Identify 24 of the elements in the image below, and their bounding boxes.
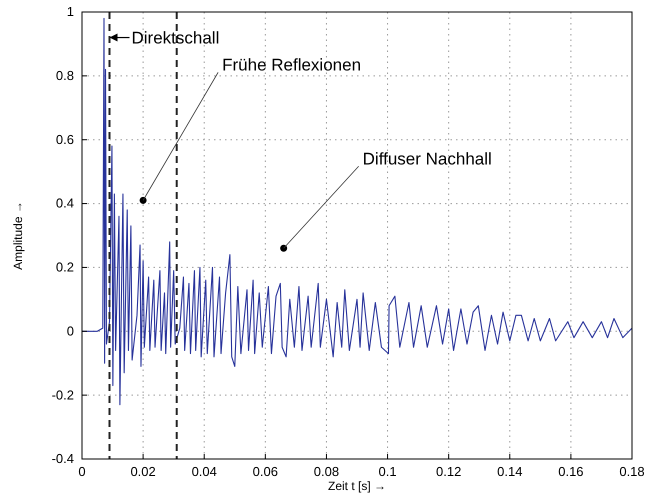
annotation: Frühe Reflexionen (222, 55, 362, 74)
y-tick-label: 0 (66, 323, 74, 338)
x-tick-label: 0.14 (497, 464, 522, 480)
y-tick-label: 0.4 (56, 196, 74, 211)
x-tick-label: 0.16 (558, 464, 584, 480)
x-axis-title: Zeit t [s] → (328, 479, 386, 493)
y-tick-label: 0.8 (56, 68, 74, 84)
x-tick-label: 0.04 (192, 464, 217, 480)
x-tick-label: 0 (78, 464, 86, 480)
y-tick-label: 1 (66, 4, 74, 20)
y-tick-label: 0.6 (56, 132, 74, 147)
y-axis-title: Amplitude → (11, 201, 25, 270)
annotation: Diffuser Nachhall (362, 149, 492, 168)
x-tick-label: 0.06 (252, 464, 278, 480)
annotation: Direktschall (132, 28, 220, 48)
x-tick-label: 0.08 (314, 464, 340, 480)
x-tick-label: 0.18 (619, 464, 645, 480)
x-tick-label: 0.02 (130, 464, 156, 480)
y-tick-label: -0.4 (52, 451, 74, 466)
x-tick-label: 0.1 (378, 464, 397, 480)
line-series (81, 18, 633, 406)
y-tick-label: 0.2 (56, 260, 74, 275)
x-tick-label: 0.12 (436, 464, 462, 480)
y-tick-label: -0.2 (52, 387, 74, 402)
